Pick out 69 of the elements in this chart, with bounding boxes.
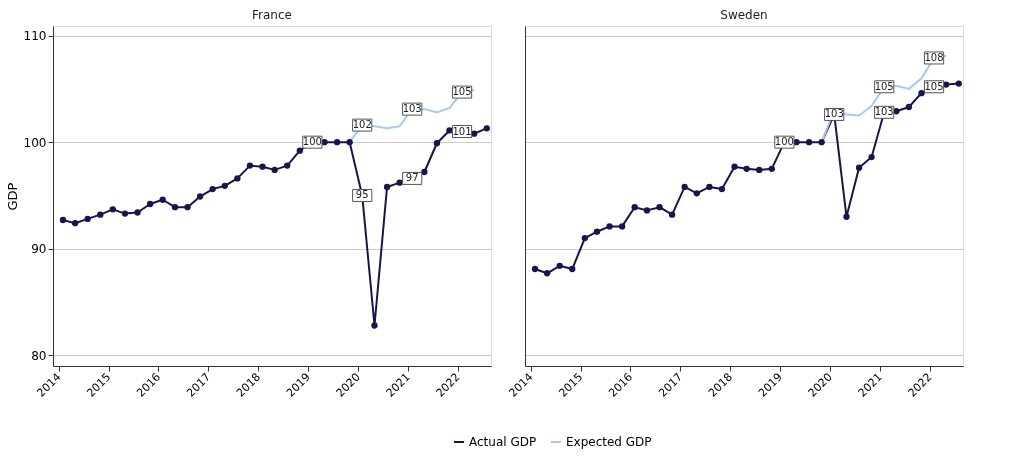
point: [346, 139, 353, 146]
point: [109, 206, 116, 213]
y-tick-label: 100: [23, 135, 47, 150]
point: [209, 185, 216, 193]
point: [184, 204, 191, 211]
point: [234, 175, 241, 182]
y-tick-label: 80: [31, 348, 47, 363]
y-tick-label: 90: [31, 242, 47, 257]
point: [656, 204, 663, 211]
point: [569, 265, 576, 273]
point: [333, 139, 341, 146]
point: [159, 196, 166, 203]
point: [606, 223, 613, 230]
point: [618, 223, 626, 230]
legend-label: Expected GDP: [566, 435, 652, 449]
point: [121, 210, 129, 217]
point: [556, 262, 563, 269]
point: [668, 211, 676, 218]
point: [693, 190, 700, 197]
chart-title: Sweden: [720, 8, 768, 22]
point: [97, 211, 104, 218]
point: [531, 265, 539, 273]
point: [918, 89, 925, 97]
point: [868, 153, 875, 161]
point: [84, 215, 91, 223]
point: [768, 165, 775, 172]
y-tick-label: 110: [23, 29, 47, 44]
point: [818, 139, 825, 146]
legend-label: Actual GDP: [469, 435, 537, 449]
point: [471, 130, 478, 137]
point: [134, 209, 141, 216]
point: [581, 234, 588, 242]
point: [893, 108, 900, 115]
point: [543, 270, 551, 277]
point: [284, 162, 291, 169]
point: [681, 183, 688, 191]
point: [631, 204, 638, 211]
point: [146, 200, 154, 208]
chart-title: France: [252, 8, 292, 22]
point: [731, 163, 738, 170]
point: [643, 207, 651, 214]
point: [59, 216, 67, 224]
point: [271, 166, 278, 174]
point: [171, 204, 179, 211]
point: [259, 163, 266, 170]
point: [593, 228, 601, 235]
point: [221, 182, 228, 190]
point: [855, 164, 863, 171]
point: [433, 140, 441, 147]
point: [943, 81, 950, 88]
point: [296, 147, 303, 154]
point: [396, 179, 403, 186]
point: [371, 322, 378, 329]
y-axis-title: GDP: [4, 182, 20, 211]
point: [446, 127, 453, 134]
point: [706, 183, 713, 191]
point: [805, 139, 813, 146]
point: [71, 220, 79, 227]
point: [383, 183, 391, 191]
point: [718, 185, 726, 193]
point: [421, 168, 428, 176]
point: [483, 125, 490, 132]
point: [843, 213, 850, 220]
point: [756, 166, 763, 174]
point: [743, 165, 750, 172]
point: [246, 162, 254, 169]
point: [196, 193, 204, 200]
point: [905, 103, 913, 111]
point: [955, 80, 962, 87]
